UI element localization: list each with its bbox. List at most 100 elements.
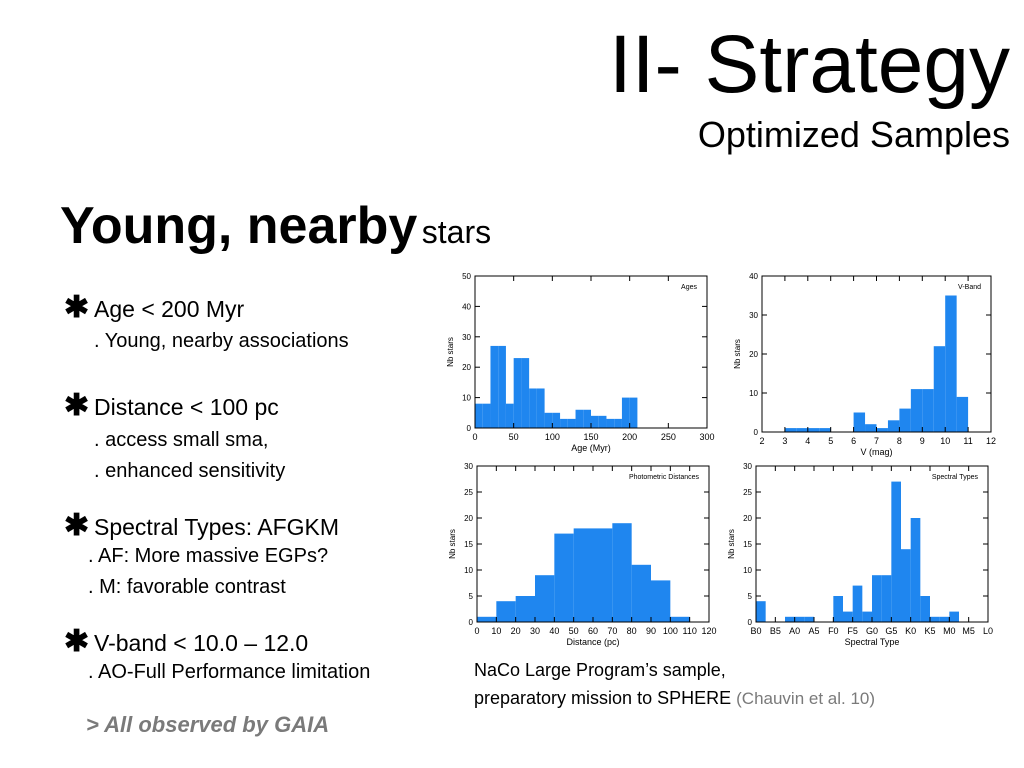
bullet-main: V-band < 10.0 – 12.0	[94, 630, 309, 656]
x-axis-label: Spectral Type	[845, 637, 900, 647]
histogram-bar	[949, 611, 959, 622]
x-tick-label: 10	[940, 436, 950, 446]
histogram-bar	[881, 575, 892, 622]
x-tick-label: 0	[472, 432, 477, 442]
histogram-2: 0 10 20 30 40 50 60 70 80 90 100 110 120 0 5 10 15 20 25 30…	[448, 462, 717, 647]
x-tick-label: 50	[569, 626, 579, 636]
histogram-bar	[804, 616, 814, 622]
y-tick-label: 50	[462, 272, 471, 281]
x-tick-label: M5	[962, 626, 975, 636]
bullet-sub: . M: favorable contrast	[88, 576, 286, 598]
histogram-bar	[535, 575, 555, 622]
x-axis-label: Distance (pc)	[566, 637, 619, 647]
x-tick-label: 20	[511, 626, 521, 636]
histogram-bar	[796, 428, 808, 432]
histogram-bar	[876, 428, 888, 432]
x-tick-label: B0	[750, 626, 761, 636]
y-tick-label: 30	[464, 462, 473, 471]
histogram-1: 2 3 4 5 6 7 8 9 10 11 12 0 10 20 30 40 V (mag) Nb stars V-…	[733, 272, 996, 457]
histogram-bar	[552, 412, 561, 428]
histogram-bar	[651, 580, 671, 622]
x-tick-label: 70	[607, 626, 617, 636]
caption-line-2: preparatory mission to SPHERE (Chauvin e…	[474, 684, 875, 713]
bullet-age: ✱ Age < 200 Myr	[64, 290, 244, 325]
bullet-main: Distance < 100 pc	[94, 394, 279, 420]
y-tick-label: 40	[462, 302, 471, 311]
y-tick-label: 20	[743, 514, 752, 523]
slide-title: II- Strategy	[608, 19, 1010, 110]
histogram-bar	[575, 409, 584, 428]
heading-bold: Young, nearby	[60, 197, 418, 255]
histogram-bar	[598, 415, 607, 428]
x-tick-label: F0	[828, 626, 839, 636]
histogram-bar	[612, 523, 632, 622]
histogram-bar	[498, 345, 506, 428]
x-tick-label: 110	[682, 626, 696, 636]
panel-legend: Spectral Types	[932, 474, 979, 481]
x-tick-label: M0	[943, 626, 956, 636]
y-tick-label: 30	[743, 462, 752, 471]
histogram-bar	[785, 616, 795, 622]
histogram-bar	[807, 428, 820, 432]
y-axis-label: Nb stars	[448, 529, 457, 559]
y-tick-label: 0	[754, 428, 759, 437]
panel-legend: Photometric Distances	[629, 474, 700, 481]
histogram-bar	[496, 601, 516, 622]
x-tick-label: G5	[885, 626, 897, 636]
y-tick-label: 0	[469, 618, 474, 627]
asterisk-icon: ✱	[64, 291, 90, 324]
y-tick-label: 25	[464, 488, 473, 497]
histogram-bar	[910, 389, 923, 432]
histogram-bar	[513, 358, 522, 428]
section-heading: Young, nearby stars	[60, 196, 491, 256]
y-tick-label: 30	[462, 333, 471, 342]
y-axis-label: Nb stars	[733, 339, 742, 369]
bullet-spectral: ✱ Spectral Types: AFGKM	[64, 508, 339, 543]
histogram-bar	[853, 412, 866, 432]
histogram-3: B0 B5 A0 A5 F0 F5 G0 G5 K0 K5 M0 M5 L0 0 5 10 15 20 25 30 Sp…	[727, 462, 993, 647]
x-tick-label: 8	[897, 436, 902, 446]
x-tick-label: 60	[588, 626, 598, 636]
histogram-bar	[515, 596, 535, 622]
x-tick-label: 120	[701, 626, 716, 636]
x-tick-label: 6	[851, 436, 856, 446]
histogram-bar	[843, 611, 853, 622]
histogram-bar	[475, 403, 483, 428]
x-tick-label: B5	[770, 626, 781, 636]
histogram-bar	[529, 388, 537, 428]
histogram-bar	[614, 418, 622, 428]
histogram-bar	[794, 616, 805, 622]
histogram-bar	[629, 397, 638, 428]
bullet-sub: . AF: More massive EGPs?	[88, 545, 329, 567]
panel-legend: V-Band	[958, 284, 981, 291]
y-axis-label: Nb stars	[727, 529, 736, 559]
histogram-bar	[490, 345, 499, 428]
x-tick-label: 10	[491, 626, 501, 636]
x-axis-label: Age (Myr)	[571, 443, 611, 453]
x-tick-label: 3	[782, 436, 787, 446]
histogram-bar	[899, 408, 911, 432]
x-tick-label: 9	[920, 436, 925, 446]
histogram-bar	[922, 389, 934, 432]
x-tick-label: 30	[530, 626, 540, 636]
histogram-bar	[956, 396, 969, 432]
x-axis-label: V (mag)	[860, 447, 892, 457]
y-tick-label: 10	[749, 389, 758, 398]
asterisk-icon: ✱	[64, 389, 90, 422]
figure-caption: NaCo Large Program’s sample, preparatory…	[474, 656, 875, 713]
bullet-sub: . AO-Full Performance limitation	[88, 661, 371, 683]
bullet-main: Age < 200 Myr	[94, 296, 245, 322]
x-tick-label: 90	[646, 626, 656, 636]
histogram-bar	[901, 549, 911, 622]
x-tick-label: 11	[963, 436, 972, 446]
panel-legend: Ages	[681, 284, 697, 291]
y-tick-label: 0	[748, 618, 753, 627]
histogram-bar	[536, 388, 545, 428]
histogram-bar	[567, 418, 576, 428]
x-tick-label: 7	[874, 436, 879, 446]
histogram-bar	[852, 585, 863, 622]
x-tick-label: K5	[924, 626, 935, 636]
heading-rest: stars	[421, 214, 492, 250]
y-axis-label: Nb stars	[446, 337, 455, 367]
x-tick-label: F5	[847, 626, 858, 636]
